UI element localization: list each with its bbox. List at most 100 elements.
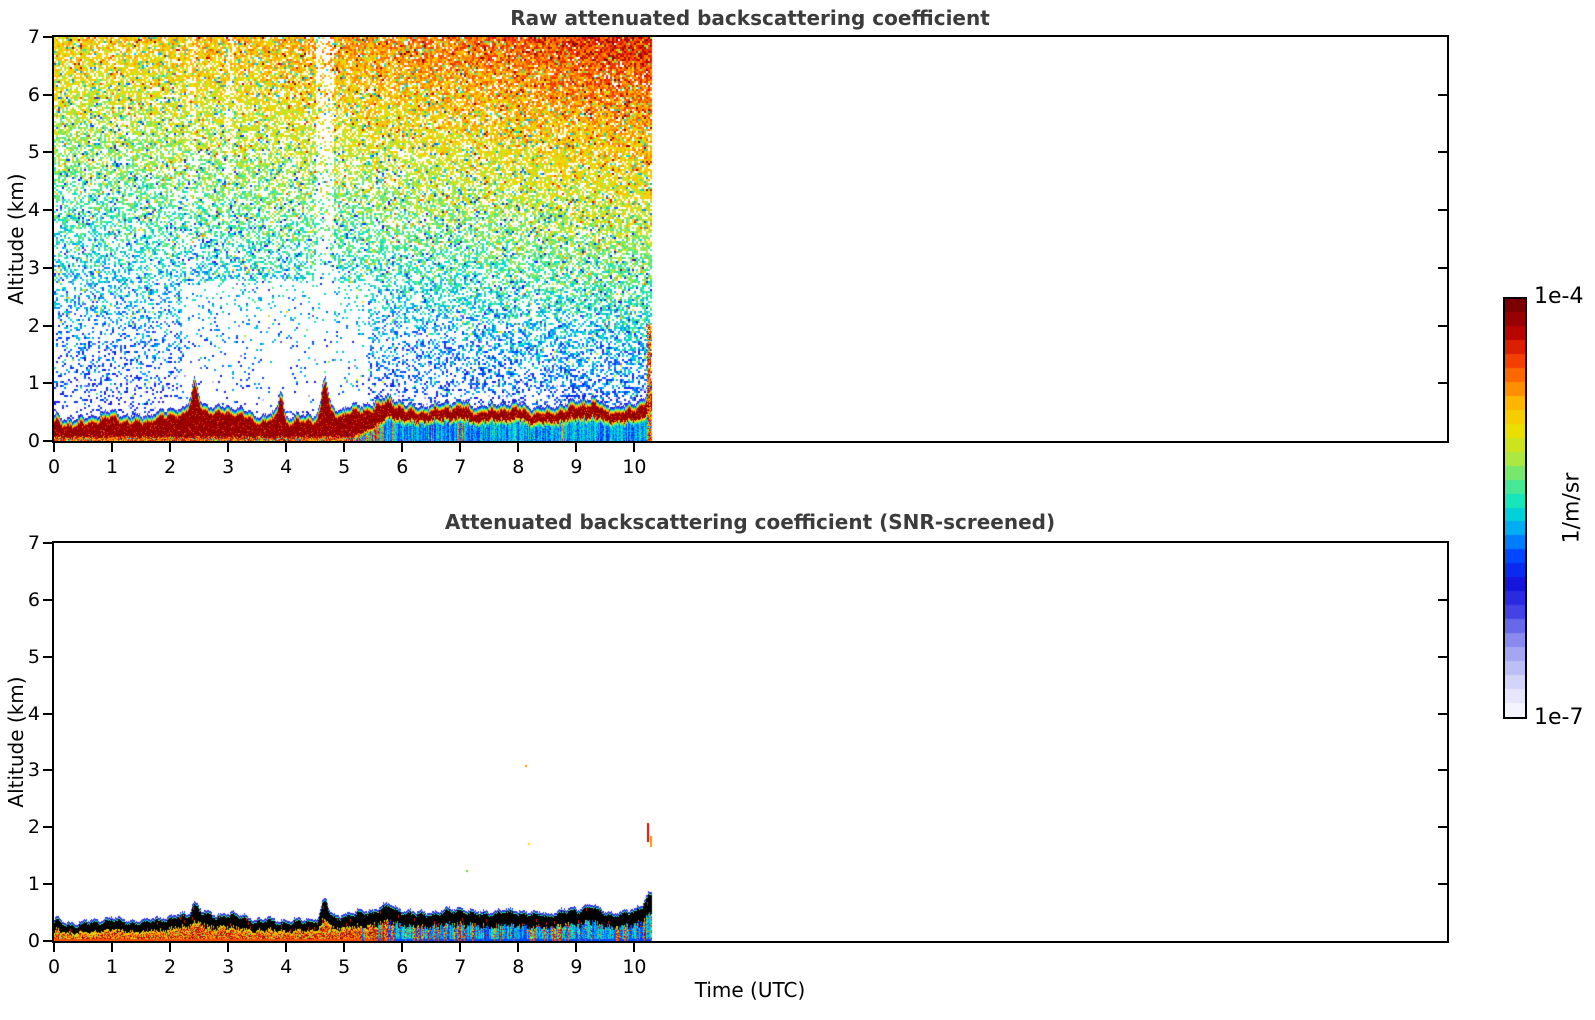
x-tick-label: 7 <box>454 456 467 478</box>
x-tick <box>459 943 462 952</box>
y-tick <box>43 324 52 327</box>
raw-backscatter-panel <box>52 35 1449 443</box>
y-tick <box>43 826 52 829</box>
x-tick-label: 10 <box>622 456 647 478</box>
y-tick-right <box>1438 151 1447 154</box>
x-tick <box>343 443 346 452</box>
x-tick-label: 6 <box>396 956 409 978</box>
y-tick <box>43 883 52 886</box>
y-tick <box>43 151 52 154</box>
x-tick <box>285 443 288 452</box>
x-tick <box>169 943 172 952</box>
y-tick-right <box>1438 883 1447 886</box>
y-tick <box>43 209 52 212</box>
x-tick-label: 4 <box>280 956 293 978</box>
x-tick-label: 0 <box>47 456 61 478</box>
x-tick <box>111 443 114 452</box>
y-tick-right <box>1438 712 1447 715</box>
x-tick-label: 5 <box>338 456 351 478</box>
y-tick <box>43 93 52 96</box>
x-tick-label: 8 <box>512 956 525 978</box>
colorbar-min-label: 1e-7 <box>1534 705 1584 730</box>
y-tick-label: 7 <box>27 532 40 554</box>
screened-backscatter-canvas <box>54 543 1447 941</box>
y-tick-right <box>1438 266 1447 269</box>
x-tick-label: 2 <box>164 956 177 978</box>
x-tick <box>53 443 55 452</box>
x-tick-label: 7 <box>454 956 467 978</box>
x-tick-label: 8 <box>512 456 525 478</box>
y-tick-label: 6 <box>27 588 40 611</box>
y-tick-label: 0 <box>27 930 40 952</box>
colorbar-canvas <box>1505 299 1525 717</box>
y-tick-label: 3 <box>27 759 40 782</box>
x-tick <box>343 943 346 952</box>
panel2-y-axis-label: Altitude (km) <box>4 676 28 808</box>
y-tick-label: 6 <box>27 83 40 106</box>
y-tick-label: 5 <box>27 141 40 164</box>
x-tick <box>53 943 55 952</box>
x-axis-label: Time (UTC) <box>694 978 806 1002</box>
colorbar-unit-label: 1/m/sr <box>1559 472 1585 544</box>
y-tick-right <box>1438 826 1447 829</box>
y-tick <box>43 769 52 772</box>
x-tick <box>285 943 288 952</box>
x-tick-label: 0 <box>47 956 61 978</box>
x-tick <box>517 443 520 452</box>
y-tick <box>43 382 52 385</box>
x-tick <box>401 943 404 952</box>
y-tick-right <box>1438 769 1447 772</box>
x-tick <box>517 943 520 952</box>
x-tick <box>227 943 230 952</box>
y-tick <box>43 598 52 601</box>
y-tick-label: 1 <box>27 873 40 896</box>
y-tick-right <box>1438 93 1447 96</box>
x-tick-label: 3 <box>222 456 235 478</box>
screened-backscatter-panel <box>52 541 1449 943</box>
x-tick <box>633 443 636 452</box>
y-tick-label: 4 <box>27 199 40 222</box>
x-tick <box>169 443 172 452</box>
x-tick <box>575 443 578 452</box>
y-tick-right <box>1438 324 1447 327</box>
x-tick-label: 9 <box>570 956 583 978</box>
x-tick <box>575 943 578 952</box>
x-tick-label: 9 <box>570 456 583 478</box>
y-tick-right <box>1438 209 1447 212</box>
y-tick <box>43 655 52 658</box>
x-tick-label: 10 <box>622 956 647 978</box>
x-tick <box>633 943 636 952</box>
raw-backscatter-canvas <box>54 37 1447 441</box>
x-tick <box>459 443 462 452</box>
y-tick-right <box>1438 598 1447 601</box>
x-tick <box>111 943 114 952</box>
y-tick-label: 2 <box>27 314 40 337</box>
y-tick-label: 5 <box>27 645 40 668</box>
x-tick-label: 1 <box>105 956 119 978</box>
y-tick-label: 0 <box>27 430 40 452</box>
y-tick-label: 4 <box>27 702 40 725</box>
y-tick <box>43 712 52 715</box>
y-tick <box>43 440 52 442</box>
colorbar <box>1503 297 1527 719</box>
y-tick <box>43 940 52 942</box>
x-tick-label: 3 <box>222 956 235 978</box>
x-tick <box>227 443 230 452</box>
y-tick <box>43 36 52 38</box>
y-tick <box>43 266 52 269</box>
x-tick-label: 6 <box>396 456 409 478</box>
y-tick-label: 2 <box>27 816 40 839</box>
x-tick-label: 2 <box>164 456 177 478</box>
y-tick-right <box>1438 382 1447 385</box>
y-tick <box>43 542 52 544</box>
x-tick-label: 5 <box>338 956 351 978</box>
x-tick <box>401 443 404 452</box>
y-tick-right <box>1438 655 1447 658</box>
y-tick-label: 7 <box>27 26 40 48</box>
panel1-y-axis-label: Altitude (km) <box>4 173 28 305</box>
x-tick-label: 4 <box>280 456 293 478</box>
panel1-title: Raw attenuated backscattering coefficien… <box>510 6 990 30</box>
panel2-title: Attenuated backscattering coefficient (S… <box>444 510 1056 534</box>
colorbar-max-label: 1e-4 <box>1534 284 1584 309</box>
